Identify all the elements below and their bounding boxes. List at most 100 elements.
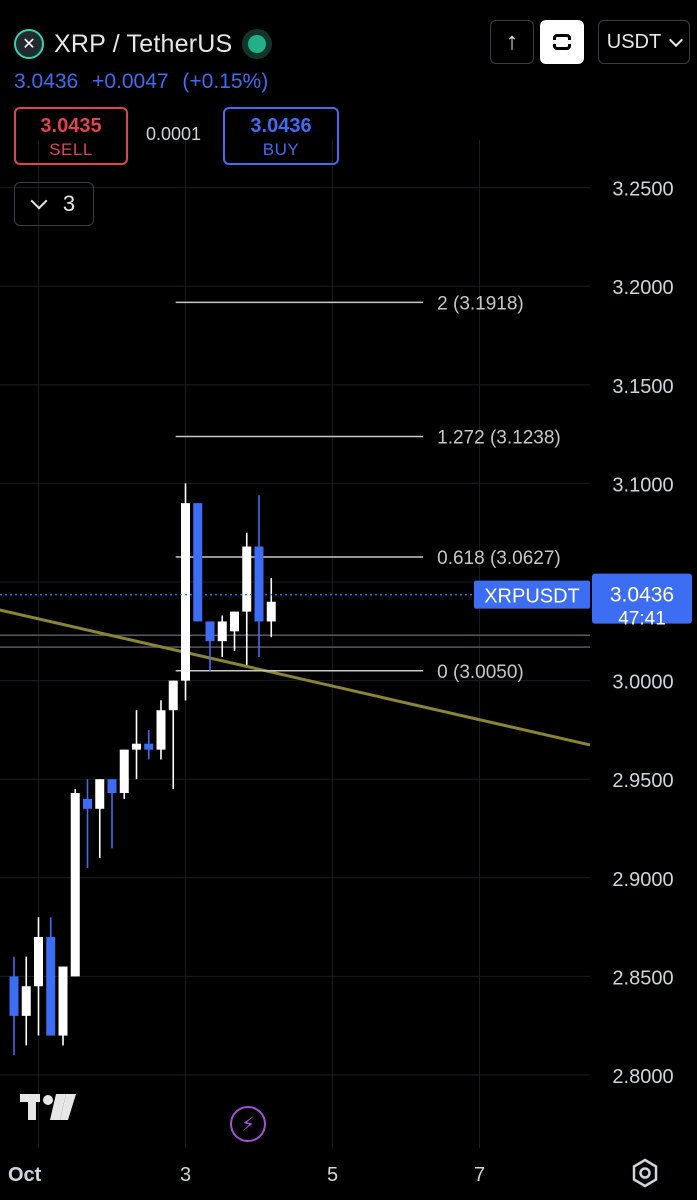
buy-button[interactable]: 3.0436 BUY (223, 107, 339, 165)
candle-body (58, 966, 68, 1036)
time-tick-label: 7 (474, 1164, 485, 1186)
price-tick-label: 3.2000 (612, 277, 673, 299)
fib-level-label: 2 (3.1918) (437, 293, 524, 314)
candle (168, 680, 178, 790)
candle (132, 710, 141, 780)
sell-button[interactable]: 3.0435 SELL (14, 107, 128, 165)
candle (205, 621, 215, 671)
price-tick-label: 3.2500 (612, 179, 673, 201)
symbol-price-tag[interactable] (474, 580, 590, 609)
price-tick-label: 2.8500 (612, 967, 673, 989)
trendline[interactable] (0, 608, 591, 747)
currency-selector[interactable]: USDT (598, 20, 690, 64)
candle-body (107, 779, 117, 794)
current-price-line: XRPUSDT (0, 580, 590, 609)
time-tick-label: Oct (8, 1164, 42, 1186)
price-tick-label: 3.1500 (612, 376, 673, 398)
candle (230, 611, 239, 652)
buy-label: BUY (262, 140, 300, 159)
market-open-status-icon (248, 35, 267, 53)
candle (95, 779, 105, 859)
candle (156, 700, 166, 760)
candle (70, 789, 80, 977)
candle (107, 779, 117, 849)
candle-body (21, 986, 31, 1016)
time-axis[interactable]: Oct 3 5 7 (8, 1164, 485, 1186)
chevron-down-icon (30, 192, 48, 210)
price-change: +0.0047 (92, 70, 169, 93)
sell-price: 3.0435 (40, 115, 102, 137)
price-tick-label: 2.8000 (612, 1066, 673, 1088)
fib-level-label: 1.272 (3.1238) (437, 428, 561, 449)
candle (21, 956, 31, 1046)
sell-label: SELL (49, 140, 93, 159)
arrow-up-icon: ↑ (506, 28, 518, 55)
candle (83, 779, 92, 868)
candle (181, 483, 190, 701)
candles (9, 483, 276, 1056)
price-change-percent: (+0.15%) (182, 70, 269, 93)
publish-button[interactable]: ↑ (490, 20, 534, 64)
current-price-label[interactable] (592, 573, 692, 624)
candle-body (156, 710, 166, 750)
price-axis-bg (590, 140, 697, 1148)
candle-body (230, 611, 239, 632)
candle-body (83, 798, 92, 809)
candle-body (193, 503, 203, 622)
candle-body (181, 503, 190, 681)
candle-body (119, 749, 129, 794)
candle (58, 966, 68, 1046)
price-tick-label: 2.9500 (612, 770, 673, 792)
current-price-value: 3.0436 (610, 584, 674, 607)
chart-grid (0, 140, 590, 1148)
currency-label: USDT (606, 30, 662, 53)
price-tick-label: 3.1000 (612, 474, 673, 496)
candle (34, 917, 43, 1036)
trendline-segment[interactable] (0, 608, 591, 747)
candle-body (70, 793, 80, 977)
chevron-down-icon (669, 32, 684, 47)
candle (46, 917, 56, 1036)
candle (217, 615, 227, 657)
candle (144, 729, 154, 760)
candle-body (95, 779, 105, 809)
flash-icon[interactable]: ⚡ (230, 1106, 266, 1142)
candle-body (46, 936, 56, 1036)
candle-body (205, 621, 215, 642)
fullscreen-icon (551, 34, 573, 50)
symbol-price-tag-label: XRPUSDT (484, 586, 580, 608)
chart-header: ✕ XRP / TetherUS 3.0436 +0.0047 (+0.15%)… (0, 0, 697, 240)
horizontal-lines (0, 634, 590, 648)
indicators-count: 3 (62, 191, 76, 216)
symbol-selector[interactable]: ✕ XRP / TetherUS (14, 24, 267, 64)
time-tick-label: 5 (327, 1164, 338, 1186)
buy-price: 3.0436 (250, 115, 312, 137)
candle (266, 578, 276, 638)
candle-body (217, 621, 227, 642)
xrp-logo-icon: ✕ (14, 29, 44, 59)
price-tick-label: 3.0000 (612, 672, 673, 694)
candle-body (242, 546, 252, 612)
candle (254, 495, 264, 657)
bar-countdown: 47:41 (618, 609, 666, 630)
candle-body (34, 936, 43, 987)
fib-level-label: 0 (3.0050) (437, 662, 524, 683)
price-summary: 3.0436 +0.0047 (+0.15%) (14, 70, 276, 94)
symbol-title: XRP / TetherUS (54, 29, 233, 58)
time-tick-label: 3 (180, 1164, 191, 1186)
candle (193, 503, 203, 622)
settings-gear-icon[interactable] (630, 1158, 660, 1188)
price-tick-label: 2.9000 (612, 869, 673, 891)
candle (242, 532, 252, 665)
indicators-toggle-button[interactable]: 3 (14, 182, 94, 226)
candle (119, 749, 129, 799)
candle-body (9, 976, 19, 1016)
candle-body (266, 601, 276, 622)
spread-value: 0.0001 (146, 124, 202, 144)
fib-extension[interactable]: 2 (3.1918) 1.272 (3.1238) 0.618 (3.0627) 0 … (175, 293, 561, 683)
fib-level-label: 0.618 (3.0627) (437, 548, 561, 569)
price-axis[interactable]: 3.25003.20003.15003.10003.05003.00002.95… (590, 140, 697, 1148)
candle-body (144, 743, 154, 750)
fullscreen-button[interactable] (540, 20, 584, 64)
